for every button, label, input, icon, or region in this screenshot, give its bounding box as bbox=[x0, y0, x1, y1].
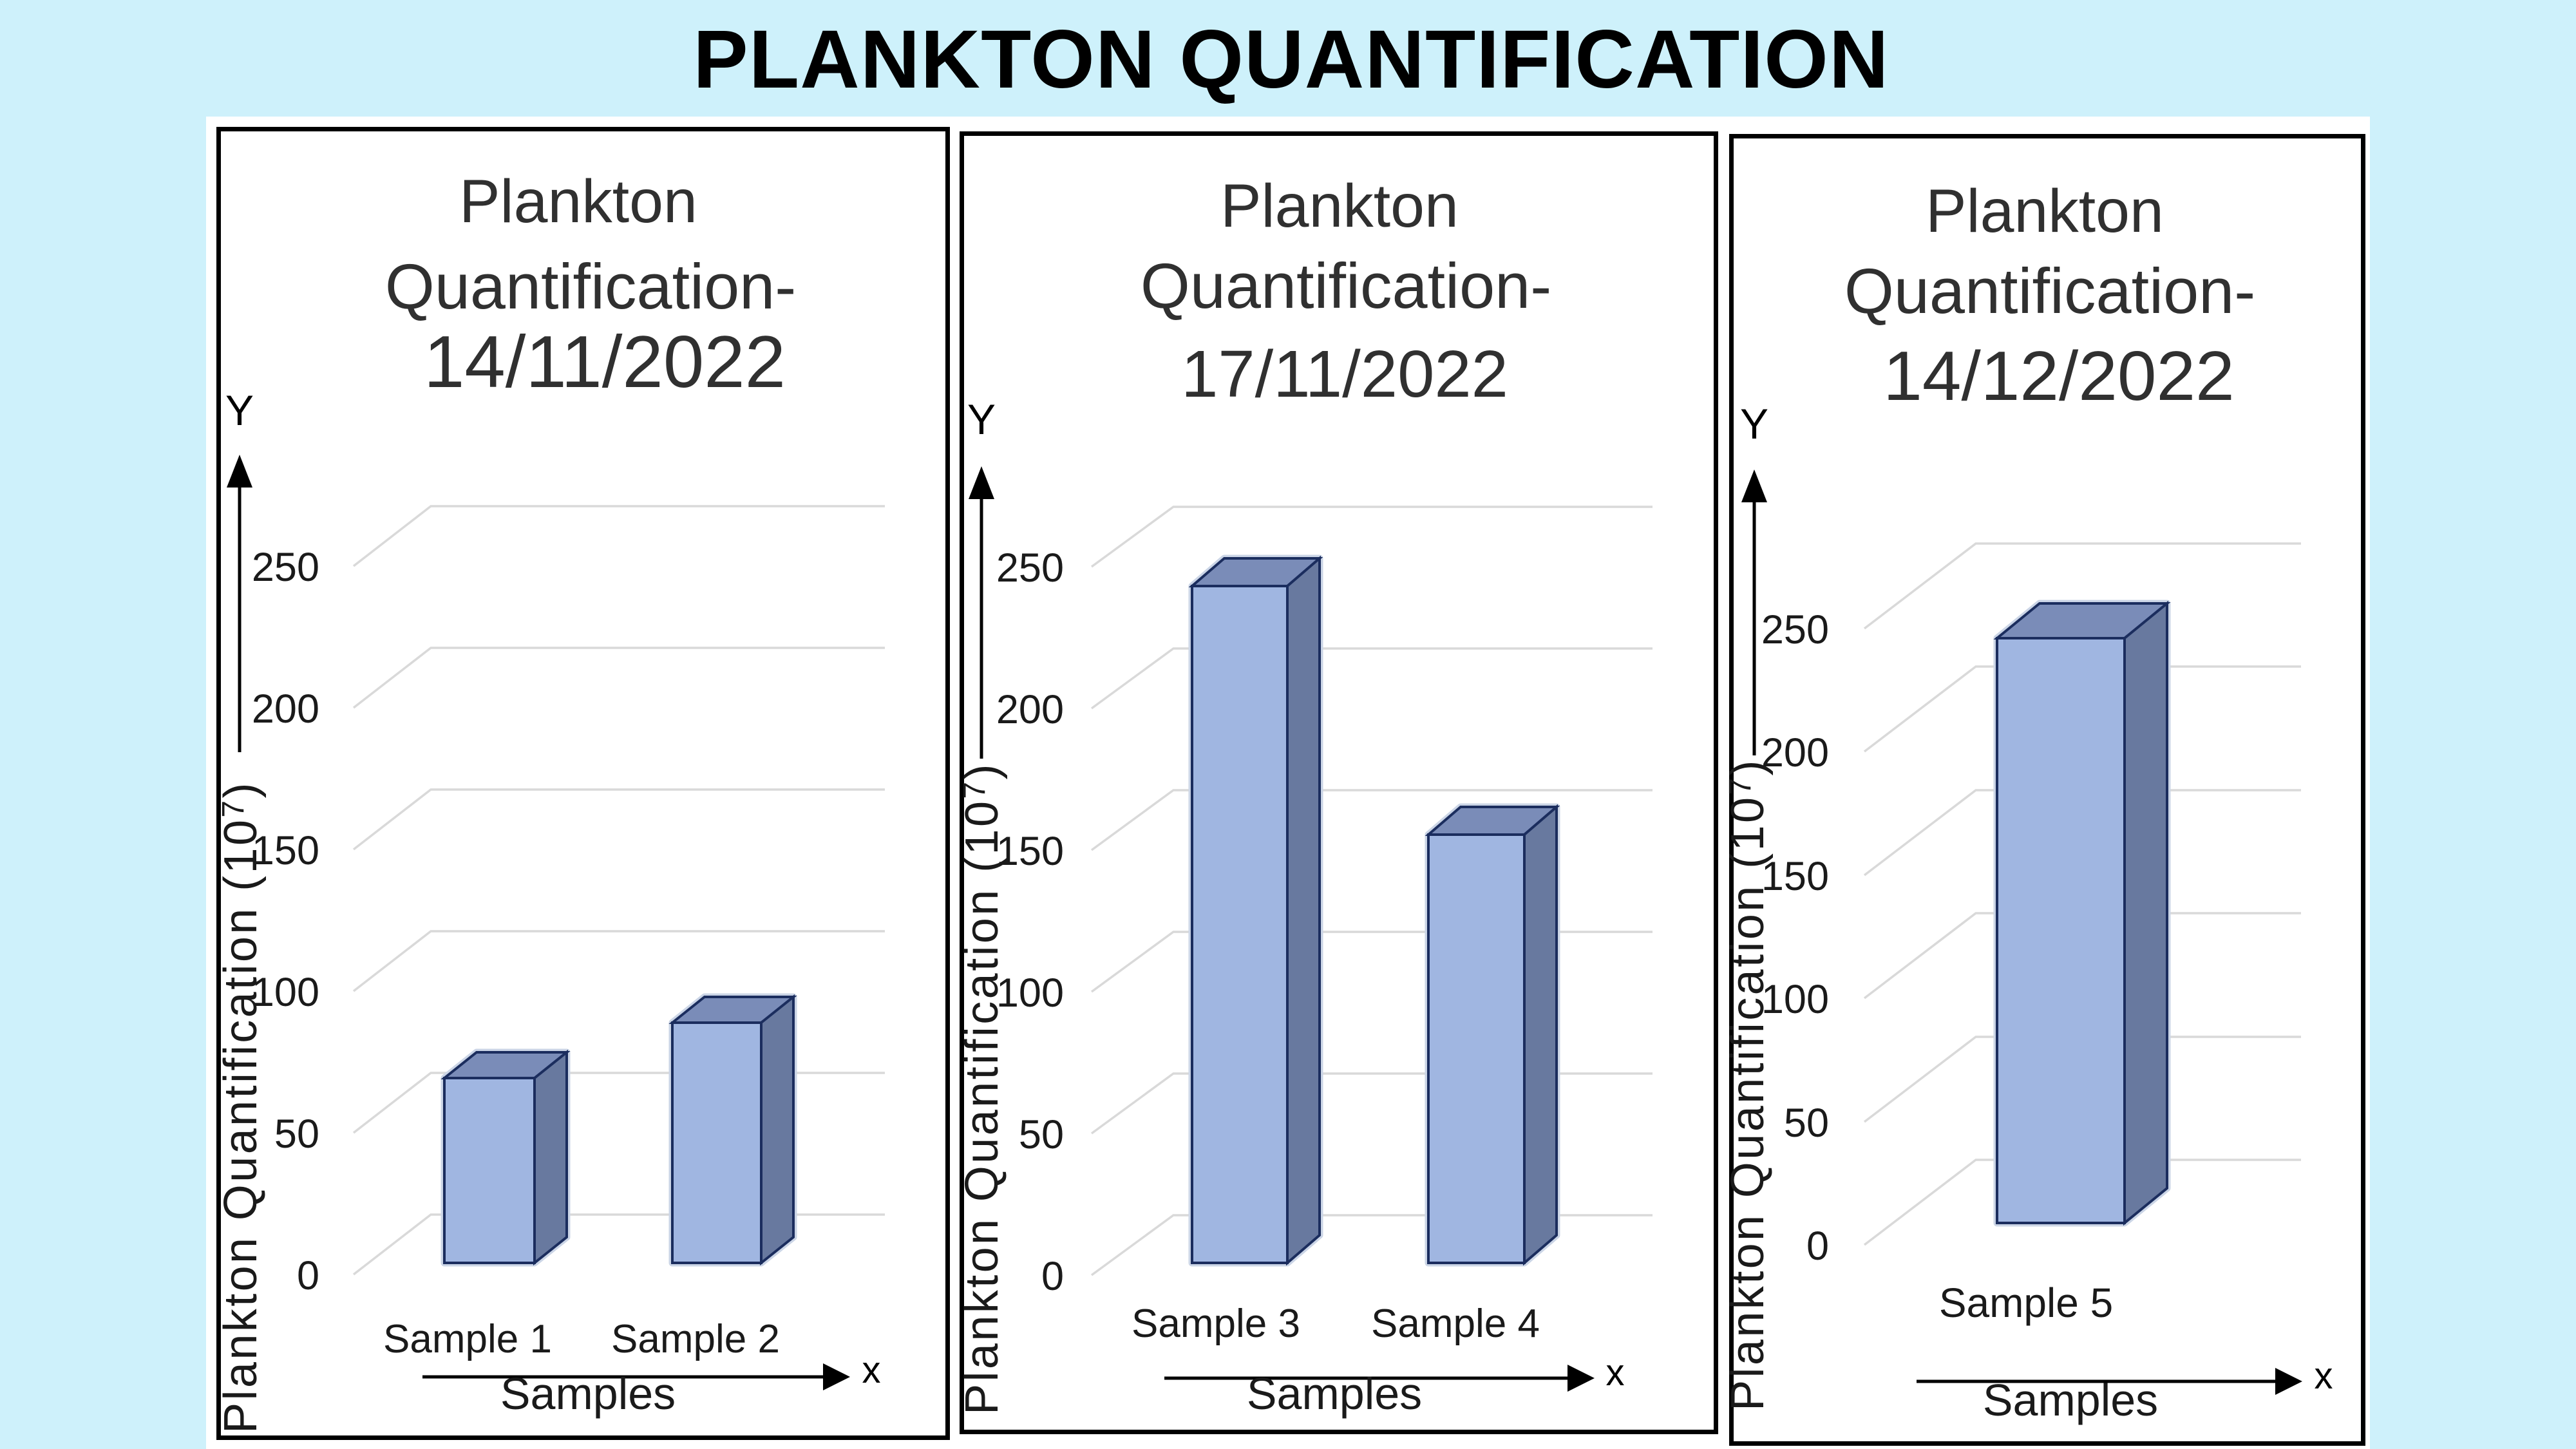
svg-text:Samples: Samples bbox=[1247, 1368, 1422, 1419]
svg-text:Plankton Quantification (107): Plankton Quantification (107) bbox=[1722, 758, 1774, 1411]
svg-text:0: 0 bbox=[297, 1253, 319, 1298]
svg-text:Quantification-: Quantification- bbox=[385, 251, 796, 322]
svg-text:Sample 1: Sample 1 bbox=[383, 1317, 552, 1361]
svg-text:150: 150 bbox=[252, 828, 319, 873]
svg-text:Sample 5: Sample 5 bbox=[1939, 1280, 2113, 1326]
svg-text:x: x bbox=[862, 1349, 881, 1391]
svg-text:Sample 3: Sample 3 bbox=[1132, 1302, 1300, 1346]
svg-text:250: 250 bbox=[996, 545, 1064, 591]
svg-text:Samples: Samples bbox=[1983, 1375, 2158, 1425]
svg-text:Plankton: Plankton bbox=[1926, 177, 2164, 245]
svg-text:Y: Y bbox=[225, 386, 254, 434]
svg-text:200: 200 bbox=[1761, 730, 1829, 775]
svg-text:Y: Y bbox=[967, 395, 996, 443]
svg-text:250: 250 bbox=[1761, 607, 1829, 652]
svg-text:150: 150 bbox=[1761, 854, 1829, 899]
svg-text:250: 250 bbox=[252, 545, 319, 590]
svg-text:0: 0 bbox=[1806, 1224, 1829, 1269]
svg-text:x: x bbox=[2315, 1355, 2333, 1397]
svg-text:100: 100 bbox=[252, 970, 319, 1015]
svg-text:150: 150 bbox=[996, 829, 1064, 874]
svg-text:50: 50 bbox=[274, 1112, 319, 1157]
svg-text:Samples: Samples bbox=[500, 1368, 676, 1419]
svg-text:Quantification-: Quantification- bbox=[1844, 255, 2255, 327]
svg-text:Sample 2: Sample 2 bbox=[611, 1317, 780, 1361]
svg-text:PLANKTON QUANTIFICATION: PLANKTON QUANTIFICATION bbox=[693, 14, 1889, 106]
svg-text:Sample 4: Sample 4 bbox=[1371, 1302, 1540, 1346]
svg-text:14/12/2022: 14/12/2022 bbox=[1883, 337, 2235, 415]
svg-text:Plankton: Plankton bbox=[459, 167, 697, 236]
svg-text:Quantification-: Quantification- bbox=[1141, 250, 1551, 321]
svg-text:14/11/2022: 14/11/2022 bbox=[424, 321, 786, 403]
svg-text:100: 100 bbox=[996, 971, 1064, 1016]
svg-text:17/11/2022: 17/11/2022 bbox=[1181, 337, 1508, 411]
svg-text:50: 50 bbox=[1019, 1112, 1064, 1157]
svg-text:Plankton Quantification (107): Plankton Quantification (107) bbox=[956, 762, 1008, 1415]
svg-text:Plankton: Plankton bbox=[1220, 172, 1459, 240]
svg-text:200: 200 bbox=[996, 687, 1064, 732]
svg-text:Y: Y bbox=[1740, 400, 1768, 448]
svg-text:x: x bbox=[1606, 1352, 1625, 1394]
svg-text:200: 200 bbox=[252, 687, 319, 732]
svg-text:50: 50 bbox=[1784, 1101, 1829, 1146]
svg-text:Plankton Quantification (107): Plankton Quantification (107) bbox=[215, 781, 267, 1434]
svg-text:0: 0 bbox=[1041, 1254, 1064, 1299]
svg-text:100: 100 bbox=[1761, 977, 1829, 1022]
